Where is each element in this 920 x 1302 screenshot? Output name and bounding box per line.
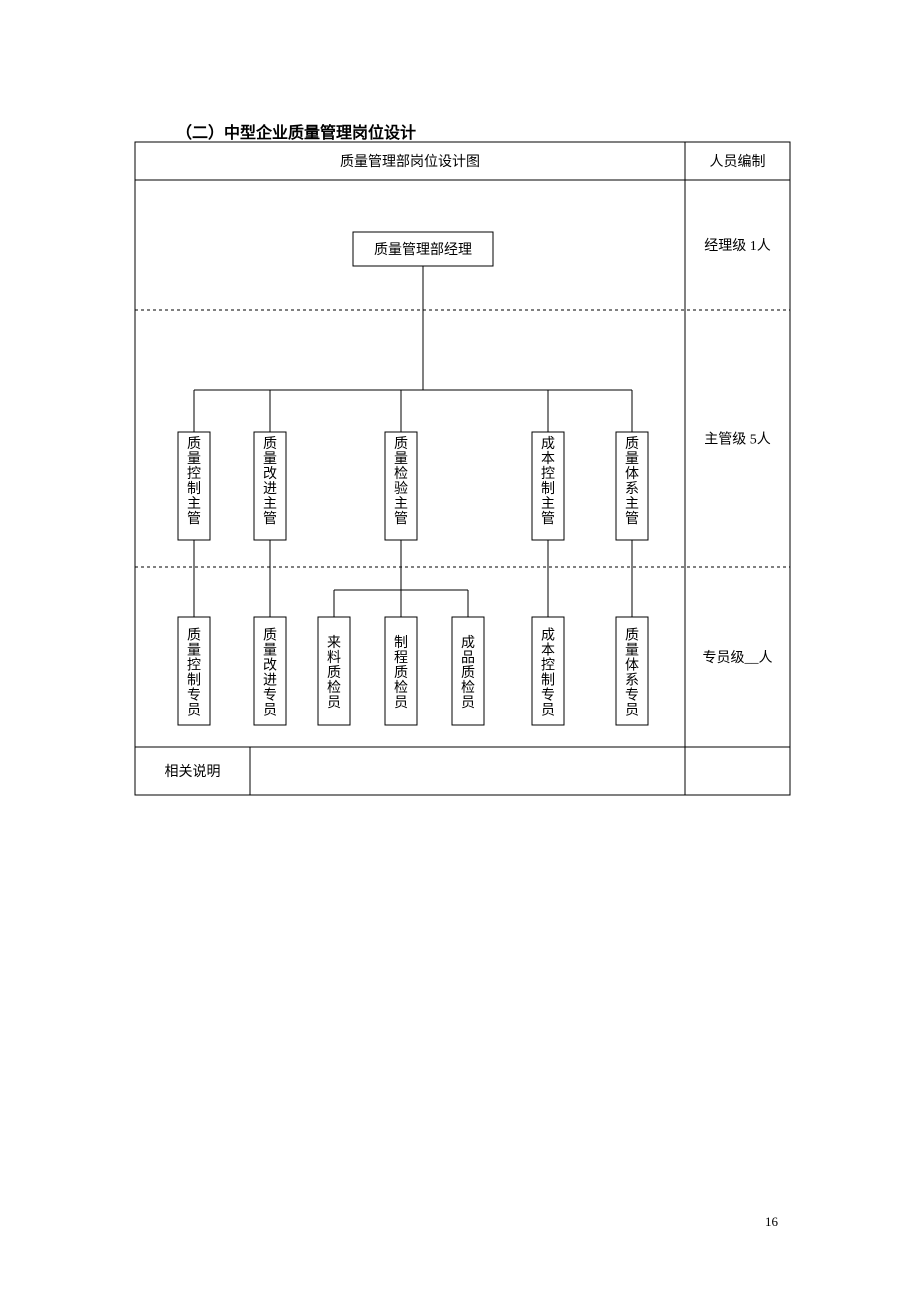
- svg-text:管: 管: [625, 511, 639, 527]
- svg-text:质: 质: [263, 628, 277, 644]
- svg-text:系: 系: [625, 673, 639, 689]
- level-specialist-label: 专员级__人: [703, 650, 773, 666]
- svg-text:制: 制: [187, 481, 201, 497]
- svg-text:检: 检: [394, 680, 408, 696]
- svg-text:控: 控: [541, 658, 555, 674]
- org-chart: 质量管理部岗位设计图 人员编制经理级 1人主管级 5人专员级__人 质量管理部经理质…: [0, 0, 920, 1302]
- svg-text:本: 本: [541, 643, 555, 659]
- svg-text:管: 管: [263, 511, 277, 527]
- svg-text:制: 制: [187, 673, 201, 689]
- supervisor-label-2: 质量改进主管: [263, 436, 277, 527]
- svg-text:成: 成: [461, 635, 475, 651]
- svg-text:量: 量: [187, 451, 201, 467]
- svg-text:改: 改: [263, 466, 277, 482]
- svg-text:制: 制: [394, 635, 408, 651]
- svg-text:员: 员: [625, 704, 639, 719]
- svg-text:质: 质: [327, 665, 341, 681]
- header-left: 质量管理部岗位设计图: [340, 154, 480, 170]
- specialist-label-6: 成本控制专员: [541, 628, 555, 719]
- specialist-label-7: 质量体系专员: [625, 628, 639, 719]
- svg-text:来: 来: [327, 635, 341, 651]
- svg-text:管: 管: [541, 511, 555, 527]
- svg-text:品: 品: [461, 651, 475, 666]
- svg-text:料: 料: [327, 650, 341, 666]
- specialist-label-1: 质量控制专员: [187, 628, 201, 719]
- svg-text:检: 检: [327, 680, 341, 696]
- level-supervisor-label: 主管级 5人: [704, 432, 771, 448]
- svg-text:管: 管: [394, 511, 408, 527]
- svg-text:量: 量: [625, 643, 639, 659]
- svg-text:主: 主: [394, 496, 408, 512]
- svg-text:制: 制: [541, 673, 555, 689]
- supervisor-label-3: 质量检验主管: [394, 436, 408, 527]
- svg-text:进: 进: [263, 673, 277, 689]
- svg-text:员: 员: [327, 696, 341, 711]
- specialist-label-2: 质量改进专员: [263, 628, 277, 719]
- svg-text:成: 成: [541, 436, 555, 452]
- svg-text:管: 管: [187, 511, 201, 527]
- svg-text:成: 成: [541, 628, 555, 644]
- svg-text:改: 改: [263, 658, 277, 674]
- svg-text:主: 主: [263, 496, 277, 512]
- supervisor-label-4: 成本控制主管: [541, 436, 555, 527]
- svg-text:量: 量: [263, 451, 277, 467]
- svg-text:系: 系: [625, 481, 639, 497]
- svg-text:质: 质: [187, 628, 201, 644]
- svg-text:专: 专: [263, 688, 277, 704]
- svg-text:检: 检: [461, 680, 475, 696]
- svg-text:员: 员: [187, 704, 201, 719]
- svg-text:控: 控: [541, 466, 555, 482]
- svg-text:进: 进: [263, 481, 277, 497]
- svg-text:量: 量: [263, 643, 277, 659]
- svg-text:质: 质: [394, 665, 408, 681]
- page: （二）中型企业质量管理岗位设计 质量管理部岗位设计图人员编制经理级 1人主管级 …: [0, 0, 920, 1302]
- svg-text:主: 主: [625, 496, 639, 512]
- svg-text:量: 量: [187, 643, 201, 659]
- svg-text:体: 体: [625, 466, 639, 482]
- svg-text:控: 控: [187, 466, 201, 482]
- svg-text:量: 量: [394, 451, 408, 467]
- svg-text:量: 量: [625, 451, 639, 467]
- svg-text:质: 质: [625, 628, 639, 644]
- specialist-label-3: 来料质检员: [327, 635, 341, 711]
- svg-text:员: 员: [263, 704, 277, 719]
- svg-text:控: 控: [187, 658, 201, 674]
- supervisor-label-1: 质量控制主管: [187, 436, 201, 527]
- page-number: 16: [765, 1214, 778, 1230]
- svg-text:程: 程: [394, 650, 408, 666]
- header-right: 人员编制: [710, 154, 766, 170]
- svg-text:主: 主: [541, 496, 555, 512]
- specialist-label-4: 制程质检员: [394, 635, 408, 711]
- svg-text:员: 员: [461, 696, 475, 711]
- svg-text:专: 专: [541, 688, 555, 704]
- supervisor-label-5: 质量体系主管: [625, 436, 639, 527]
- svg-text:员: 员: [394, 696, 408, 711]
- svg-text:员: 员: [541, 704, 555, 719]
- specialist-label-5: 成品质检员: [461, 635, 475, 711]
- svg-text:体: 体: [625, 658, 639, 674]
- svg-text:本: 本: [541, 451, 555, 467]
- svg-text:专: 专: [625, 688, 639, 704]
- svg-text:制: 制: [541, 481, 555, 497]
- svg-text:专: 专: [187, 688, 201, 704]
- footer-label: 相关说明: [165, 764, 221, 780]
- svg-text:质: 质: [625, 436, 639, 452]
- svg-text:质: 质: [461, 665, 475, 681]
- level-manager-label: 经理级 1人: [704, 238, 771, 254]
- svg-text:验: 验: [394, 481, 408, 497]
- svg-text:质: 质: [263, 436, 277, 452]
- svg-text:检: 检: [394, 466, 408, 482]
- root-label: 质量管理部经理: [374, 242, 472, 258]
- svg-text:质: 质: [187, 436, 201, 452]
- svg-text:质: 质: [394, 436, 408, 452]
- svg-text:主: 主: [187, 496, 201, 512]
